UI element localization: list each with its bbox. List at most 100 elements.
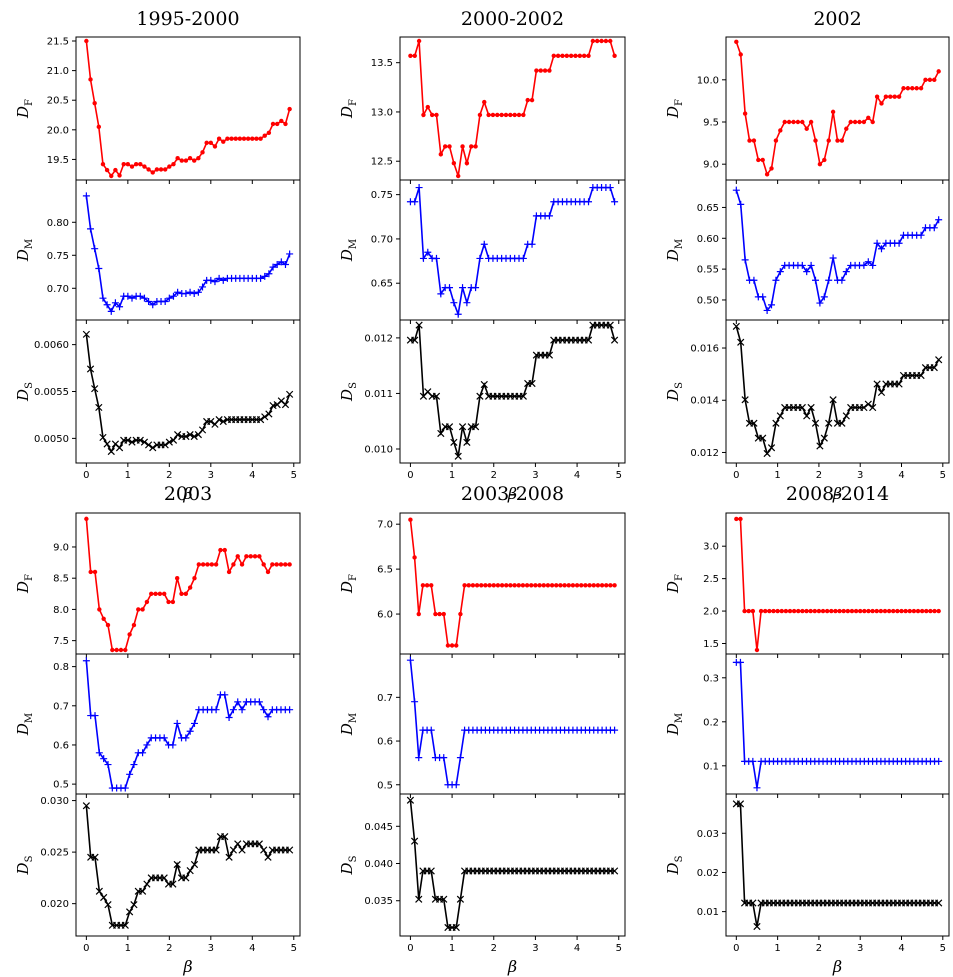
data-point <box>767 444 776 452</box>
data-point <box>585 198 593 206</box>
data-point <box>923 77 928 83</box>
data-point <box>115 444 124 452</box>
data-point <box>92 569 98 575</box>
data-point <box>798 261 806 269</box>
data-point <box>927 77 933 83</box>
y-tick-label: 0.5 <box>53 780 69 791</box>
y-tick-label: 0.7 <box>53 701 69 712</box>
data-point <box>820 608 826 614</box>
x-tick-label: 1 <box>774 943 780 954</box>
data-point <box>512 583 517 588</box>
data-point <box>96 124 102 130</box>
data-point <box>283 121 288 127</box>
data-point <box>826 138 831 143</box>
data-point <box>771 608 776 614</box>
data-point <box>741 256 749 264</box>
y-tick-label: 0.7 <box>377 693 393 704</box>
panel-DS: 0.01 0.02 0.03 DS 0 1 2 3 4 5 β <box>664 793 950 976</box>
y-tick-label: 0.040 <box>364 859 393 870</box>
data-point <box>612 583 617 588</box>
data-point <box>820 293 828 301</box>
x-tick-label: 3 <box>532 943 538 954</box>
data-point <box>219 276 227 284</box>
data-point <box>812 608 817 614</box>
data-point <box>109 173 114 179</box>
data-point <box>811 419 820 427</box>
x-tick-label: 4 <box>249 470 255 481</box>
data-point <box>415 184 423 192</box>
y-axis-label: DM <box>664 713 685 736</box>
data-point <box>149 301 157 309</box>
data-point <box>490 112 496 118</box>
y-tick-label: 0.70 <box>371 234 393 245</box>
data-point <box>161 441 169 449</box>
data-point <box>751 138 757 143</box>
data-point <box>412 53 417 58</box>
data-point <box>554 583 559 588</box>
data-point <box>91 245 99 253</box>
data-point <box>103 301 111 309</box>
data-point <box>935 757 943 765</box>
data-point <box>221 139 226 144</box>
data-point <box>450 438 458 446</box>
data-point <box>816 608 822 614</box>
data-point <box>415 754 423 762</box>
data-point <box>734 39 739 45</box>
data-point <box>800 608 805 614</box>
y-axis-label: DF <box>664 574 685 594</box>
data-point <box>495 112 500 118</box>
data-point <box>124 292 132 300</box>
data-point <box>125 908 134 916</box>
data-point <box>225 853 233 861</box>
y-tick-label: 0.03 <box>697 829 719 840</box>
y-tick-label: 13.0 <box>371 107 393 118</box>
data-point <box>753 922 761 931</box>
data-point <box>466 583 471 588</box>
data-point <box>182 874 190 882</box>
data-point <box>229 706 237 714</box>
data-point <box>257 274 265 282</box>
panel-DM: 0.70 0.75 0.80 DM <box>14 179 301 324</box>
panel-frame <box>399 36 626 181</box>
data-point <box>144 599 150 605</box>
x-tick-label: 2 <box>816 470 822 481</box>
data-point <box>829 608 834 614</box>
data-point <box>123 647 128 653</box>
data-point <box>787 608 793 614</box>
data-point <box>866 115 871 120</box>
data-point <box>452 923 460 932</box>
panel-DS: 0.0050 0.0055 0.0060 DS 0 1 2 3 4 5 β <box>14 319 301 503</box>
data-point <box>216 136 222 141</box>
data-point <box>732 186 740 194</box>
panel-DS: 0.012 0.014 0.016 DS 0 1 2 3 4 5 β <box>664 319 950 503</box>
series-line-DM <box>735 189 940 313</box>
x-tick-label: 1 <box>125 943 131 954</box>
data-point <box>512 112 517 118</box>
data-point <box>100 893 108 902</box>
data-point <box>783 608 789 614</box>
data-point <box>99 433 107 442</box>
y-axis-label: DM <box>338 713 359 736</box>
data-point <box>551 53 556 58</box>
data-point <box>101 616 106 621</box>
y-tick-label: 0.75 <box>47 251 69 262</box>
data-point <box>145 297 153 305</box>
series-line-DF <box>85 40 291 178</box>
data-point <box>610 336 619 344</box>
data-point <box>194 288 202 296</box>
data-point <box>449 643 455 648</box>
y-tick-label: 0.55 <box>697 265 719 276</box>
data-point <box>612 53 617 58</box>
data-point <box>874 608 879 614</box>
data-point <box>839 138 845 143</box>
data-point <box>182 290 190 298</box>
data-point <box>136 292 144 300</box>
x-tick-label: 5 <box>616 943 622 954</box>
data-point <box>281 261 289 269</box>
x-tick-label: 1 <box>774 470 780 481</box>
data-point <box>476 392 484 400</box>
data-point <box>516 583 521 588</box>
data-point <box>92 100 97 106</box>
data-point <box>144 441 153 449</box>
x-axis-label: β <box>182 957 192 976</box>
